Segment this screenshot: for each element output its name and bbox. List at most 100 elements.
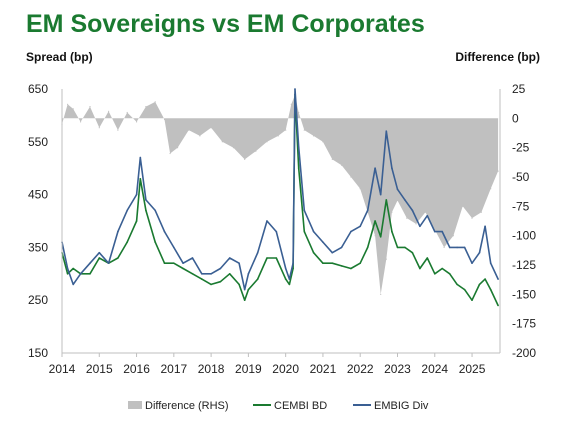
difference-point — [163, 118, 166, 121]
embig-point — [448, 246, 451, 249]
embig-point — [98, 251, 101, 254]
difference-point — [322, 141, 324, 143]
difference-point — [298, 111, 300, 114]
embig-point — [219, 267, 222, 270]
embig-point — [379, 193, 382, 196]
difference-point — [350, 176, 352, 178]
cembi-point — [322, 262, 324, 265]
difference-point — [471, 217, 473, 219]
embig-point — [66, 267, 69, 270]
embig-point — [478, 251, 481, 254]
embig-point — [441, 230, 444, 233]
embig-point — [173, 246, 175, 249]
embig-point — [396, 188, 399, 191]
cembi-point — [404, 246, 406, 249]
difference-point — [136, 121, 138, 123]
cembi-point — [340, 265, 343, 267]
difference-point — [221, 141, 223, 143]
cembi-point — [411, 251, 414, 254]
embig-point — [489, 262, 492, 265]
difference-point — [462, 205, 464, 207]
cembi-point — [385, 199, 388, 201]
y-tick-label-right: -75 — [512, 199, 530, 213]
difference-point — [244, 158, 246, 160]
embig-point — [359, 225, 362, 228]
x-tick-label: 2018 — [198, 362, 225, 376]
embig-point — [456, 246, 458, 249]
embig-point — [210, 273, 212, 275]
cembi-point — [489, 288, 492, 291]
embig-point — [391, 167, 393, 169]
x-tick-label: 2024 — [421, 362, 448, 376]
embig-point — [471, 262, 473, 265]
cembi-point — [139, 178, 142, 180]
difference-point — [359, 188, 361, 190]
difference-point — [385, 258, 387, 260]
y-tick-label-left: 150 — [28, 346, 48, 360]
cembi-point — [391, 230, 393, 233]
cembi-point — [331, 262, 334, 265]
difference-point — [117, 129, 119, 131]
cembi-point — [396, 246, 399, 249]
difference-point — [67, 103, 69, 105]
embig-point — [266, 220, 268, 222]
difference-point — [98, 127, 100, 129]
cembi-point — [456, 283, 458, 286]
embig-point — [484, 225, 486, 228]
series-difference-area — [62, 94, 499, 295]
difference-point — [331, 158, 333, 160]
cembi-point — [117, 257, 119, 259]
difference-point — [415, 223, 417, 225]
cembi-point — [154, 241, 156, 243]
cembi-point — [191, 273, 194, 275]
cembi-point — [463, 288, 466, 291]
cembi-point — [471, 299, 473, 302]
difference-point — [452, 235, 454, 237]
cembi-point — [441, 267, 444, 270]
embig-point — [126, 209, 128, 212]
y-axis-label-right: Difference (bp) — [455, 50, 540, 64]
y-tick-label-right: 0 — [512, 111, 519, 125]
difference-point — [232, 147, 235, 149]
legend-swatch-difference — [128, 401, 142, 409]
embig-point — [238, 262, 240, 265]
embig-point — [135, 193, 138, 196]
embig-point — [426, 214, 429, 217]
chart-title: EM Sovereigns vs EM Corporates — [26, 10, 425, 38]
x-tick-label: 2020 — [272, 362, 299, 376]
embig-point — [463, 246, 466, 249]
embig-point — [275, 230, 278, 233]
difference-point — [490, 188, 492, 190]
y-tick-label-right: -125 — [512, 258, 536, 272]
difference-point — [210, 127, 212, 129]
cembi-point — [366, 246, 369, 249]
embig-point — [374, 167, 376, 169]
difference-point — [266, 141, 268, 143]
cembi-point — [275, 257, 278, 259]
embig-point — [284, 267, 287, 270]
embig-point — [303, 209, 306, 212]
cembi-point — [448, 273, 451, 275]
embig-point — [163, 230, 166, 233]
embig-point — [331, 251, 334, 254]
embig-point — [182, 262, 184, 265]
cembi-point — [266, 257, 268, 259]
difference-point — [126, 111, 128, 114]
embig-point — [312, 230, 315, 233]
difference-point — [188, 129, 190, 131]
embig-point — [243, 288, 246, 291]
cembi-point — [72, 267, 74, 270]
y-tick-label-right: -50 — [512, 170, 530, 184]
embig-point — [288, 278, 291, 280]
cembi-point — [256, 278, 259, 280]
y-tick-label-left: 550 — [28, 135, 48, 149]
difference-point — [169, 152, 171, 155]
embig-point — [292, 262, 294, 265]
difference-point — [424, 211, 426, 213]
embig-point — [404, 199, 406, 201]
cembi-point — [434, 273, 436, 275]
difference-point — [406, 217, 408, 219]
legend-label-difference: Difference (RHS) — [145, 400, 229, 412]
cembi-point — [173, 262, 175, 265]
